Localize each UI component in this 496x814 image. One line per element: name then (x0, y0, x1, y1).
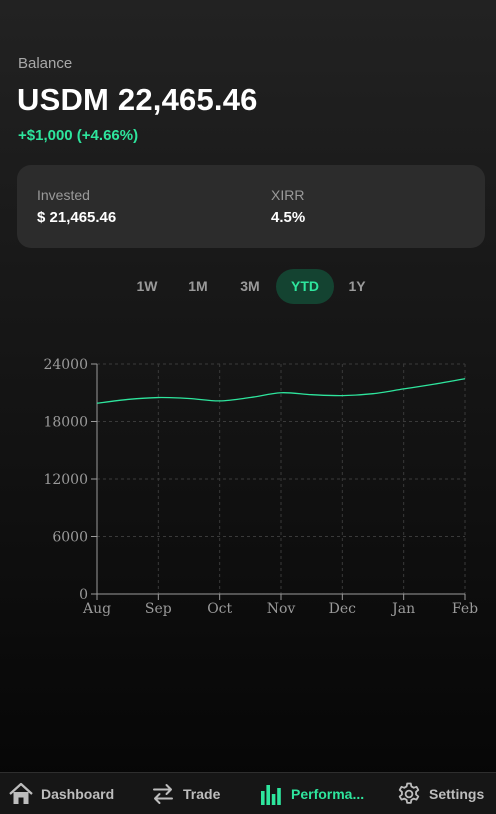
xirr-value: 4.5% (271, 209, 306, 226)
x-tick-label: Jan (390, 601, 415, 617)
invested-label: Invested (37, 187, 90, 203)
invested-cell: Invested $ 21,465.46 (37, 187, 116, 226)
performance-chart: 0 6000 12000 18000 24000 Aug Sep Oct Nov Dec Jan Fe… (0, 350, 496, 620)
tab-ytd[interactable]: YTD (276, 269, 334, 304)
range-tabs: 1W 1M 3M YTD 1Y (0, 269, 496, 304)
y-tick-label: 0 (79, 587, 88, 603)
bar-chart-icon (258, 781, 284, 807)
tab-1w[interactable]: 1W (136, 278, 158, 294)
nav-settings[interactable]: Settings (396, 773, 484, 814)
y-tick-label: 12000 (43, 472, 88, 488)
balance-change: +$1,000 (+4.66%) (18, 127, 139, 144)
summary-card: Invested $ 21,465.46 XIRR 4.5% (17, 165, 485, 248)
nav-trade[interactable]: Trade (150, 773, 220, 814)
tab-1y[interactable]: 1Y (348, 278, 366, 294)
nav-trade-label: Trade (183, 786, 221, 802)
nav-dashboard[interactable]: Dashboard (8, 773, 114, 814)
x-tick-label: Aug (82, 601, 111, 617)
swap-arrows-icon (150, 781, 176, 807)
y-tick-label: 6000 (52, 530, 88, 546)
nav-performance[interactable]: Performa... (258, 773, 364, 814)
xirr-cell: XIRR 4.5% (271, 187, 305, 226)
balance-label: Balance (18, 55, 73, 72)
x-tick-label: Nov (267, 601, 296, 617)
nav-settings-label: Settings (429, 786, 485, 802)
y-tick-label: 18000 (43, 415, 88, 431)
nav-performance-label: Performa... (291, 786, 365, 802)
chart-svg: 0 6000 12000 18000 24000 Aug Sep Oct Nov Dec Jan Fe… (43, 357, 478, 617)
xirr-label: XIRR (271, 187, 305, 203)
gear-icon (396, 781, 422, 807)
tab-3m[interactable]: 3M (240, 278, 260, 294)
x-tick-label: Sep (145, 601, 172, 617)
home-icon (8, 781, 34, 807)
invested-value: $ 21,465.46 (37, 209, 117, 226)
nav-dashboard-label: Dashboard (41, 786, 115, 802)
bottom-nav: Dashboard Trade Performa... (0, 772, 496, 814)
x-tick-label: Oct (207, 601, 232, 617)
series-line (96, 378, 466, 404)
y-tick-label: 24000 (43, 357, 88, 373)
tab-1m[interactable]: 1M (188, 278, 208, 294)
x-tick-label: Dec (329, 601, 357, 617)
x-tick-label: Feb (452, 601, 478, 617)
balance-value: USDM 22,465.46 (17, 82, 258, 117)
